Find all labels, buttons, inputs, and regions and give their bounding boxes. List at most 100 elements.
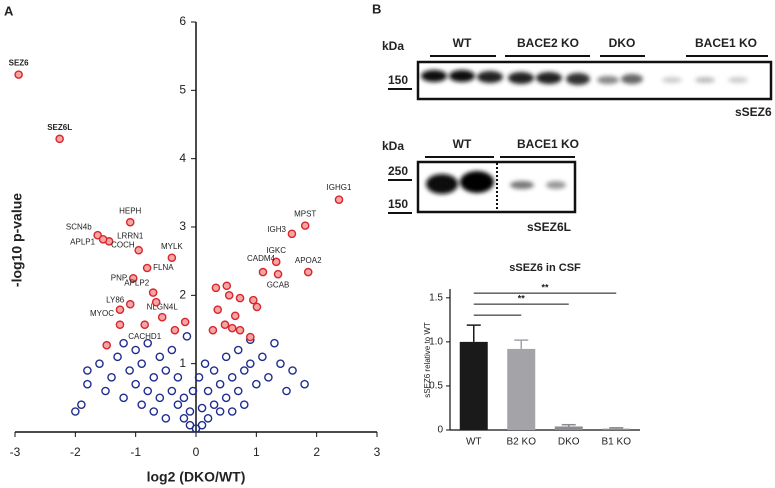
data-point [249,295,258,305]
data-point [197,420,207,430]
data-point [131,345,140,355]
point-label: APLP2 [124,279,149,288]
bands [421,70,748,85]
data-point [264,373,273,382]
significance-label: ** [518,294,526,304]
data-point [221,352,231,362]
panel-label: B [372,1,381,16]
y-tick-label: 1 [179,356,186,370]
data-point [134,245,143,255]
data-point [252,379,261,389]
data-point [128,273,138,283]
point-label: SCN4b [66,222,92,231]
blot-group: DKO [609,36,636,50]
data-point [209,366,219,375]
data-point [230,311,240,321]
point-label: FLNA [153,263,174,272]
data-point [235,325,245,335]
data-point [140,320,150,330]
data-point [188,386,198,396]
data-point [239,400,249,409]
data-point [143,338,153,348]
data-point [102,340,112,350]
blot-2: kDa WT BACE1 KO 250 150 sSEZ6L [382,137,579,234]
data-point [227,323,237,333]
data-point [170,325,180,335]
data-point [287,229,297,239]
y-tick-label: 0 [437,425,443,436]
data-point [137,400,146,409]
x-tick-label: DKO [558,437,580,448]
data-point [215,407,225,416]
point-label: APOA2 [295,256,322,265]
data-point [113,352,122,362]
x-tick-label: -2 [70,445,81,459]
blot-group: WT [453,137,472,151]
bar [554,426,583,430]
data-point [98,234,108,244]
data-point [208,325,218,335]
point-label: MYOC [90,309,114,318]
bar [459,341,488,430]
data-point [235,293,245,303]
data-point [173,400,183,409]
y-tick-label: 6 [179,14,186,28]
point-label: IGH3 [267,225,286,234]
data-point [125,299,135,309]
point-label: MPST [294,210,316,219]
bar [602,428,631,430]
data-point [77,400,86,409]
x-tick-label: 0 [193,445,200,459]
x-tick-label: B2 KO [507,437,537,448]
data-point [167,253,177,263]
data-point [227,373,237,382]
data-point [200,359,210,368]
y-axis-label: sSEZ6 relative to WT [423,322,432,398]
data-point [273,269,283,279]
point-label: HEPH [119,206,141,215]
y-tick-label: 5 [179,83,186,97]
data-point [276,359,285,368]
x-tick-label: WT [466,437,482,448]
point-label: COCH [111,240,135,249]
data-point [239,366,249,375]
point-label: CADM4 [247,254,276,263]
data-point [258,267,268,277]
chart-title: sSEZ6 in CSF [509,262,581,274]
data-point [282,386,291,396]
y-tick-label: 2 [179,288,186,302]
x-tick-label: 3 [374,445,381,459]
data-point [213,305,223,314]
x-axis-label: log2 (DKO/WT) [147,469,246,485]
point-label: CACHD1 [128,332,161,341]
point-label: IGHG1 [327,183,352,192]
point-label: NLGN4L [147,302,179,311]
point-label: LRRN1 [117,231,144,240]
data-point [125,366,134,375]
data-point [142,263,152,273]
data-point [161,414,171,423]
group-underlines [388,156,575,214]
y-tick-label: 1.0 [429,337,443,348]
data-point [157,312,167,322]
blot-marker: 150 [388,197,408,211]
data-point [185,407,195,416]
data-point [334,195,344,204]
data-point [151,297,161,307]
blot-marker: 250 [388,164,408,178]
data-point [155,393,165,403]
data-point [167,386,177,396]
data-point [220,320,230,330]
x-tick-label: 2 [313,445,320,459]
data-point [149,373,159,382]
data-point [222,281,232,291]
data-point [182,332,192,341]
data-point [270,338,279,348]
data-point [245,359,255,368]
panel-label: A [4,3,14,18]
data-point [71,407,80,416]
point-label: MYLK [161,242,183,251]
blot-unit: kDa [382,39,404,53]
data-point [215,379,225,389]
